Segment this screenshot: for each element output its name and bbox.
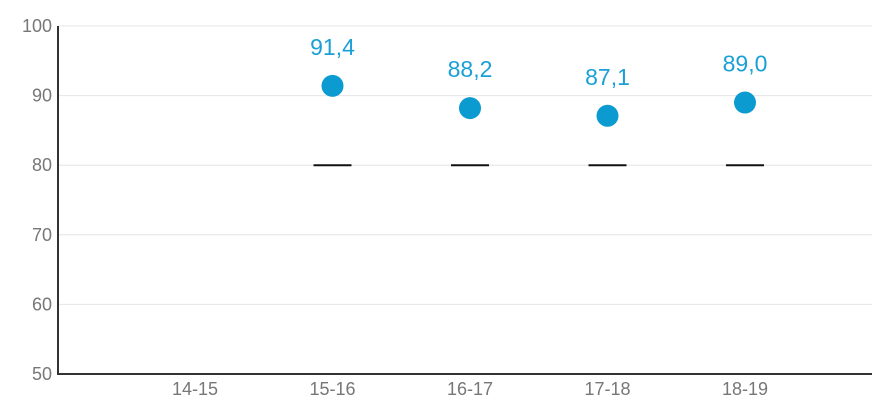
y-tick-label: 60 bbox=[32, 294, 52, 314]
data-point bbox=[734, 91, 756, 114]
y-tick-label: 70 bbox=[32, 225, 52, 245]
y-tick-label: 90 bbox=[32, 86, 52, 106]
y-tick-label: 50 bbox=[32, 364, 52, 384]
data-label: 87,1 bbox=[585, 64, 630, 90]
data-label: 88,2 bbox=[448, 56, 493, 82]
data-point bbox=[321, 74, 344, 97]
y-axis-tick-labels: 50 60 70 80 90 100 bbox=[22, 16, 52, 384]
x-tick-label: 17-18 bbox=[584, 379, 630, 399]
y-tick-label: 100 bbox=[22, 16, 52, 36]
data-point bbox=[596, 104, 619, 127]
data-point bbox=[459, 97, 481, 120]
y-tick-label: 80 bbox=[32, 155, 52, 175]
data-points bbox=[321, 74, 756, 127]
x-axis-tick-labels: 14-15 15-16 16-17 17-18 18-19 bbox=[172, 379, 768, 399]
data-label: 89,0 bbox=[723, 51, 768, 77]
x-tick-label: 16-17 bbox=[447, 379, 493, 399]
x-tick-label: 15-16 bbox=[309, 379, 355, 399]
data-labels: 91,4 88,2 87,1 89,0 bbox=[310, 34, 767, 90]
x-tick-label: 18-19 bbox=[722, 379, 768, 399]
x-tick-label: 14-15 bbox=[172, 379, 218, 399]
data-label: 91,4 bbox=[310, 34, 355, 60]
